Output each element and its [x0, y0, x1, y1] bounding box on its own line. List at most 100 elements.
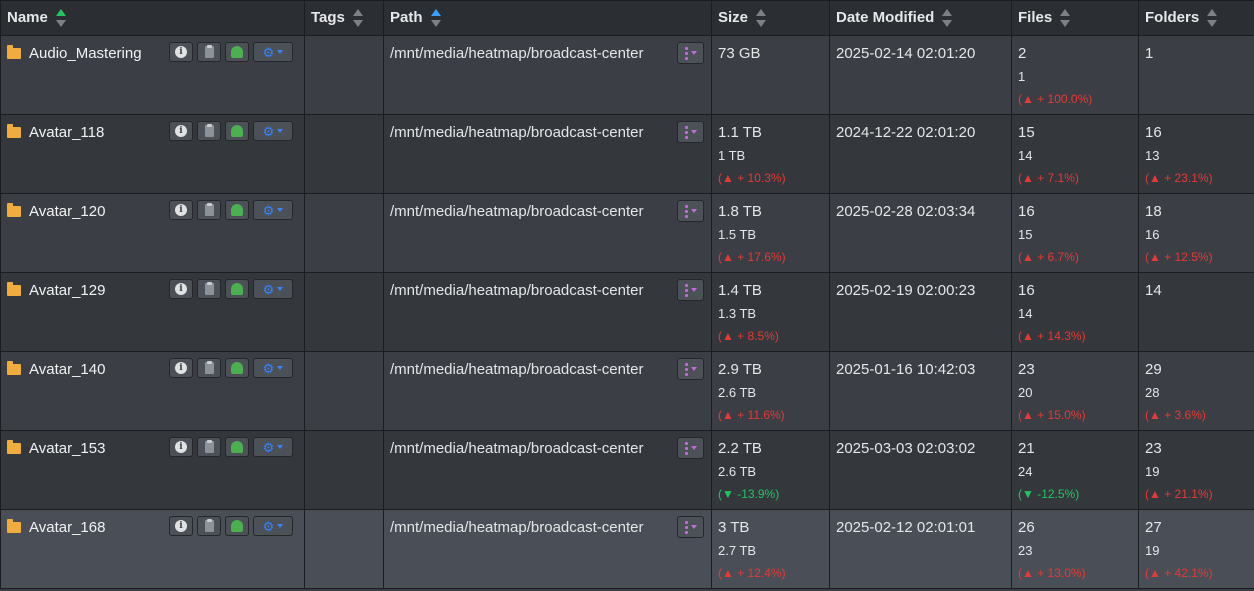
clipboard-icon [204, 45, 214, 58]
copy-button[interactable] [197, 516, 221, 536]
sort-icon[interactable] [1207, 8, 1218, 28]
copy-button[interactable] [197, 121, 221, 141]
path-menu-button[interactable] [677, 200, 704, 222]
folder-name-link[interactable]: Avatar_129 [29, 282, 106, 299]
folder-name-link[interactable]: Avatar_140 [29, 361, 106, 378]
column-header-tags[interactable]: Tags [304, 0, 384, 36]
copy-button[interactable] [197, 358, 221, 378]
table-row[interactable]: Avatar_168 i ⚙/mnt/media/heatmap/broadcast… [0, 509, 1254, 589]
date-cell: 2024-12-22 02:01:20 [829, 114, 1012, 194]
date-cell: 2025-03-03 02:03:02 [829, 430, 1012, 510]
info-button[interactable]: i [169, 200, 193, 220]
copy-button[interactable] [197, 437, 221, 457]
path-menu-button[interactable] [677, 279, 704, 301]
size-value: 1.4 TB [718, 282, 762, 299]
android-icon [231, 362, 243, 374]
settings-dropdown-button[interactable]: ⚙ [253, 516, 293, 536]
settings-dropdown-button[interactable]: ⚙ [253, 200, 293, 220]
date-modified-value: 2025-02-14 02:01:20 [836, 45, 976, 62]
table-row[interactable]: Avatar_118 i ⚙/mnt/media/heatmap/broadcast… [0, 114, 1254, 194]
folder-name-link[interactable]: Avatar_120 [29, 203, 106, 220]
folder-name-link[interactable]: Avatar_153 [29, 440, 106, 457]
files-cell: 21 24 (▼ -12.5%) [1011, 430, 1139, 510]
info-icon: i [175, 46, 187, 58]
date-modified-value: 2025-03-03 02:03:02 [836, 440, 976, 457]
folders-delta: (▲ + 12.5%) [1145, 250, 1213, 264]
column-header-date-modified[interactable]: Date Modified [829, 0, 1012, 36]
column-header-path[interactable]: Path [383, 0, 712, 36]
column-header-files[interactable]: Files [1011, 0, 1139, 36]
info-button[interactable]: i [169, 279, 193, 299]
settings-dropdown-button[interactable]: ⚙ [253, 279, 293, 299]
folder-name-link[interactable]: Avatar_118 [29, 124, 105, 141]
files-value: 15 [1018, 124, 1035, 141]
path-menu-button[interactable] [677, 516, 704, 538]
sort-icon[interactable] [756, 8, 767, 28]
info-button[interactable]: i [169, 121, 193, 141]
info-button[interactable]: i [169, 358, 193, 378]
size-delta: (▲ + 10.3%) [718, 171, 786, 185]
table-row[interactable]: Audio_Mastering i ⚙/mnt/media/heatmap/broa… [0, 35, 1254, 115]
files-delta: (▲ + 6.7%) [1018, 250, 1079, 264]
chevron-down-icon [277, 129, 284, 133]
path-cell: /mnt/media/heatmap/broadcast-center [383, 193, 712, 273]
files-cell: 23 20 (▲ + 15.0%) [1011, 351, 1139, 431]
copy-button[interactable] [197, 42, 221, 62]
path-menu-button[interactable] [677, 42, 704, 64]
table-row[interactable]: Avatar_153 i ⚙ /mnt/media/heatmap/broadcast… [0, 430, 1254, 510]
folders-cell: 16 13 (▲ + 23.1%) [1138, 114, 1254, 194]
table-row[interactable]: Avatar_140 i ⚙/mnt/media/heatmap/broadcast… [0, 351, 1254, 431]
folders-value: 14 [1145, 282, 1162, 299]
size-previous: 1.5 TB [718, 227, 757, 242]
sort-icon[interactable] [1060, 8, 1071, 28]
android-button[interactable] [225, 437, 249, 457]
sort-icon[interactable] [352, 8, 363, 28]
size-value: 1.1 TB [718, 124, 762, 141]
path-menu-button[interactable] [677, 437, 704, 459]
folder-name-link[interactable]: Avatar_168 [29, 519, 106, 536]
sort-icon[interactable] [55, 8, 66, 28]
column-header-folders[interactable]: Folders [1138, 0, 1254, 36]
files-delta: (▲ + 7.1%) [1018, 171, 1079, 185]
settings-dropdown-button[interactable]: ⚙ [253, 42, 293, 62]
name-cell: Avatar_140 i ⚙ [0, 351, 305, 431]
files-previous: 14 [1018, 306, 1033, 321]
table-row[interactable]: Avatar_120 i ⚙ /mnt/media/heatmap/broadcast… [0, 193, 1254, 273]
column-header-name[interactable]: Name [0, 0, 305, 36]
info-button[interactable]: i [169, 42, 193, 62]
android-button[interactable] [225, 358, 249, 378]
name-cell: Avatar_168 i ⚙ [0, 509, 305, 589]
kebab-icon [684, 46, 688, 60]
tags-cell [304, 272, 384, 352]
files-value: 21 [1018, 440, 1035, 457]
size-cell: 2.2 TB 2.6 TB (▼ -13.9%) [711, 430, 830, 510]
files-delta: (▲ + 13.0%) [1018, 566, 1086, 580]
table-row[interactable]: Avatar_129 i ⚙/mnt/media/heatmap/broadcast… [0, 272, 1254, 352]
settings-dropdown-button[interactable]: ⚙ [253, 358, 293, 378]
path-text: /mnt/media/heatmap/broadcast-center [390, 440, 644, 457]
path-menu-button[interactable] [677, 358, 704, 380]
copy-button[interactable] [197, 279, 221, 299]
kebab-icon [684, 441, 688, 455]
date-cell: 2025-01-16 10:42:03 [829, 351, 1012, 431]
settings-dropdown-button[interactable]: ⚙ [253, 121, 293, 141]
android-button[interactable] [225, 200, 249, 220]
info-icon: i [175, 520, 187, 532]
path-menu-button[interactable] [677, 121, 704, 143]
folders-previous: 28 [1145, 385, 1160, 400]
android-button[interactable] [225, 42, 249, 62]
folder-name-link[interactable]: Audio_Mastering [29, 45, 142, 62]
column-header-size[interactable]: Size [711, 0, 830, 36]
info-button[interactable]: i [169, 437, 193, 457]
android-button[interactable] [225, 121, 249, 141]
android-button[interactable] [225, 516, 249, 536]
folder-icon [7, 124, 21, 138]
sort-icon[interactable] [430, 8, 441, 28]
name-cell: Avatar_118 i ⚙ [0, 114, 305, 194]
sort-icon[interactable] [942, 8, 953, 28]
files-value: 23 [1018, 361, 1035, 378]
settings-dropdown-button[interactable]: ⚙ [253, 437, 293, 457]
copy-button[interactable] [197, 200, 221, 220]
android-button[interactable] [225, 279, 249, 299]
info-button[interactable]: i [169, 516, 193, 536]
